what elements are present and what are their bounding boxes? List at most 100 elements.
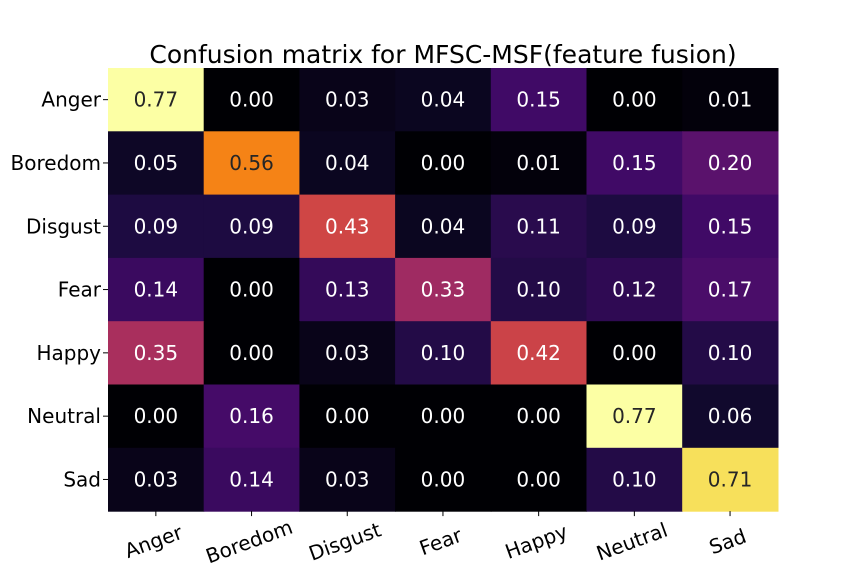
cell-value-label: 0.15 <box>708 214 753 238</box>
cell-disgust-sad <box>682 194 779 259</box>
x-tick-label-sad: Sad <box>706 524 750 559</box>
cell-sad-fear <box>395 447 492 512</box>
cell-happy-anger <box>108 321 205 386</box>
cell-disgust-neutral <box>586 194 683 259</box>
cell-anger-anger <box>108 68 205 132</box>
cell-value-label: 0.03 <box>325 341 370 365</box>
y-tick-label-sad: Sad <box>63 467 101 491</box>
cell-happy-sad <box>682 321 779 386</box>
cell-disgust-happy <box>490 194 588 259</box>
cell-value-label: 0.77 <box>134 88 179 112</box>
cell-value-label: 0.14 <box>229 467 274 491</box>
y-tick-label-happy: Happy <box>36 341 101 365</box>
cell-neutral-fear <box>395 384 492 449</box>
cell-value-label: 0.00 <box>229 278 274 302</box>
cell-value-label: 0.16 <box>229 404 274 428</box>
cell-sad-neutral <box>586 447 683 512</box>
cell-fear-happy <box>490 257 588 322</box>
cell-value-label: 0.14 <box>134 278 179 302</box>
cell-value-label: 0.77 <box>612 404 657 428</box>
cell-value-label: 0.00 <box>612 88 657 112</box>
cell-value-label: 0.42 <box>516 341 561 365</box>
cell-fear-boredom <box>203 257 300 322</box>
x-tick-label-disgust: Disgust <box>306 517 385 565</box>
cell-value-label: 0.05 <box>134 151 179 175</box>
cell-boredom-boredom <box>203 131 300 196</box>
cell-value-label: 0.20 <box>708 151 753 175</box>
cell-value-label: 0.00 <box>325 404 370 428</box>
y-tick-label-disgust: Disgust <box>26 214 101 238</box>
cell-sad-anger <box>108 447 205 512</box>
cell-neutral-happy <box>490 384 588 449</box>
cell-value-label: 0.00 <box>134 404 179 428</box>
cell-value-label: 0.10 <box>421 341 466 365</box>
cell-value-label: 0.10 <box>516 278 561 302</box>
heatmap-cells <box>108 68 779 512</box>
cell-value-label: 0.00 <box>229 341 274 365</box>
cell-value-label: 0.00 <box>516 404 561 428</box>
cell-value-label: 0.33 <box>421 278 466 302</box>
cell-disgust-disgust <box>299 194 396 259</box>
cell-value-label: 0.15 <box>516 88 561 112</box>
cell-value-label: 0.09 <box>612 214 657 238</box>
cell-value-label: 0.56 <box>229 151 274 175</box>
cell-value-label: 0.00 <box>229 88 274 112</box>
chart-title: Confusion matrix for MFSC-MSF(feature fu… <box>149 40 736 69</box>
cell-happy-disgust <box>299 321 396 386</box>
cell-value-label: 0.00 <box>421 151 466 175</box>
cell-value-label: 0.10 <box>612 467 657 491</box>
cell-neutral-sad <box>682 384 779 449</box>
cell-disgust-anger <box>108 194 205 259</box>
cell-value-label: 0.10 <box>708 341 753 365</box>
cell-value-label: 0.09 <box>134 214 179 238</box>
x-tick-label-anger: Anger <box>121 520 186 563</box>
cell-value-label: 0.00 <box>421 404 466 428</box>
cell-happy-neutral <box>586 321 683 386</box>
cell-anger-boredom <box>203 68 300 132</box>
cell-value-label: 0.35 <box>134 341 179 365</box>
cell-value-label: 0.03 <box>325 467 370 491</box>
cell-happy-happy <box>490 321 588 386</box>
cell-boredom-disgust <box>299 131 396 196</box>
cell-value-label: 0.01 <box>516 151 561 175</box>
cell-anger-disgust <box>299 68 396 132</box>
cell-value-label: 0.04 <box>421 88 466 112</box>
cell-value-label: 0.06 <box>708 404 753 428</box>
x-tick-label-fear: Fear <box>416 523 466 561</box>
cell-fear-anger <box>108 257 205 322</box>
y-tick-label-neutral: Neutral <box>27 404 101 428</box>
cell-anger-fear <box>395 68 492 132</box>
cell-value-label: 0.01 <box>708 88 753 112</box>
y-tick-label-boredom: Boredom <box>11 151 101 175</box>
cell-boredom-neutral <box>586 131 683 196</box>
cell-value-label: 0.03 <box>134 467 179 491</box>
cell-sad-disgust <box>299 447 396 512</box>
y-axis: Anger Boredom Disgust Fear Happy Neutral Sad <box>11 88 108 491</box>
cell-value-label: 0.15 <box>612 151 657 175</box>
cell-sad-happy <box>490 447 588 512</box>
cell-sad-boredom <box>203 447 300 512</box>
cell-fear-neutral <box>586 257 683 322</box>
y-tick-label-anger: Anger <box>41 88 101 112</box>
heatmap-cell-labels: 0.77 0.00 0.03 0.04 0.15 0.00 0.01 0.05 0.56 0.04… <box>134 88 753 492</box>
cell-value-label: 0.12 <box>612 278 657 302</box>
y-tick-label-fear: Fear <box>58 278 102 302</box>
cell-anger-neutral <box>586 68 683 132</box>
x-tick-label-neutral: Neutral <box>593 518 671 566</box>
cell-boredom-happy <box>490 131 588 196</box>
cell-value-label: 0.00 <box>516 467 561 491</box>
cell-value-label: 0.04 <box>421 214 466 238</box>
cell-neutral-neutral <box>586 384 683 449</box>
cell-value-label: 0.13 <box>325 278 370 302</box>
cell-fear-sad <box>682 257 779 322</box>
cell-value-label: 0.00 <box>612 341 657 365</box>
cell-fear-disgust <box>299 257 396 322</box>
cell-value-label: 0.11 <box>516 214 561 238</box>
cell-neutral-disgust <box>299 384 396 449</box>
x-tick-label-happy: Happy <box>502 519 571 564</box>
cell-sad-sad <box>682 447 779 512</box>
cell-value-label: 0.17 <box>708 278 753 302</box>
cell-boredom-fear <box>395 131 492 196</box>
cell-neutral-anger <box>108 384 205 449</box>
